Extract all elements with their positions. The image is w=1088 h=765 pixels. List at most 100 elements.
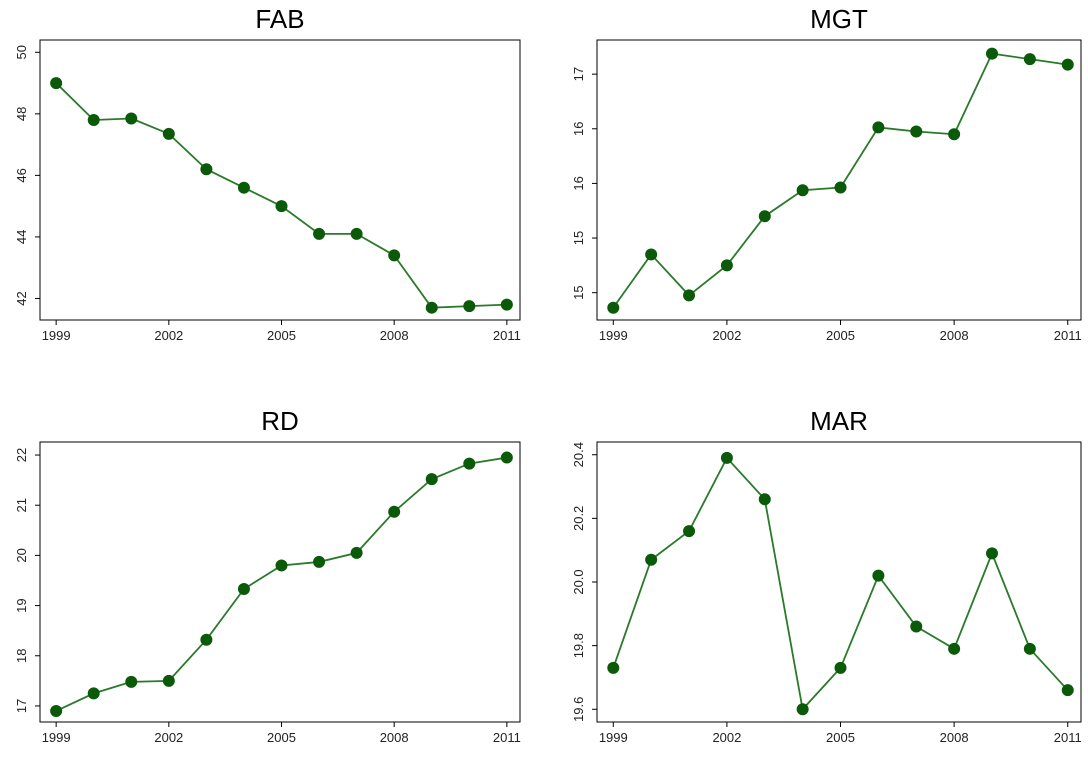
data-line bbox=[612, 52, 1068, 309]
data-point bbox=[834, 661, 847, 674]
data-point bbox=[425, 301, 438, 314]
data-point bbox=[796, 703, 809, 716]
data-point bbox=[313, 555, 326, 568]
data-point bbox=[910, 620, 923, 633]
data-point bbox=[463, 457, 476, 470]
data-point bbox=[1061, 684, 1074, 697]
data-point bbox=[388, 505, 401, 518]
x-tick-label: 2002 bbox=[154, 328, 183, 343]
y-tick-label: 16 bbox=[571, 176, 586, 190]
panel-title: FAB bbox=[255, 4, 304, 34]
data-point bbox=[986, 547, 999, 560]
data-point bbox=[350, 546, 363, 559]
y-tick-label: 15 bbox=[571, 231, 586, 245]
x-tick-label: 2011 bbox=[493, 730, 521, 745]
data-point bbox=[500, 451, 513, 464]
data-point bbox=[645, 553, 658, 566]
x-tick-label: 1999 bbox=[42, 328, 71, 343]
y-tick-label: 20.4 bbox=[571, 442, 586, 467]
x-tick-label: 1999 bbox=[599, 328, 628, 343]
data-point bbox=[948, 642, 961, 655]
data-point bbox=[388, 249, 401, 262]
data-point bbox=[275, 559, 288, 572]
data-point bbox=[872, 569, 885, 582]
x-tick-label: 2002 bbox=[154, 730, 183, 745]
y-tick-label: 42 bbox=[14, 291, 29, 305]
x-tick-label: 2008 bbox=[380, 328, 409, 343]
data-point bbox=[50, 704, 63, 717]
y-tick-label: 19 bbox=[14, 598, 29, 612]
x-tick-label: 2008 bbox=[940, 328, 969, 343]
data-point bbox=[237, 583, 250, 596]
data-point bbox=[125, 675, 138, 688]
y-tick-label: 48 bbox=[14, 107, 29, 121]
data-point bbox=[162, 674, 175, 687]
y-tick-label: 22 bbox=[14, 448, 29, 462]
y-tick-label: 19.8 bbox=[571, 633, 586, 658]
data-line bbox=[55, 456, 507, 712]
y-tick-label: 20.2 bbox=[571, 506, 586, 531]
y-tick-label: 15 bbox=[571, 285, 586, 299]
y-tick-label: 19.6 bbox=[571, 697, 586, 722]
x-tick-label: 2011 bbox=[1054, 730, 1082, 745]
data-point bbox=[1061, 58, 1074, 71]
data-point bbox=[910, 125, 923, 138]
data-point bbox=[872, 121, 885, 134]
data-point bbox=[50, 77, 63, 90]
y-tick-label: 50 bbox=[14, 45, 29, 59]
data-point bbox=[162, 127, 175, 140]
data-point bbox=[607, 301, 620, 314]
y-tick-label: 18 bbox=[14, 649, 29, 663]
x-tick-label: 2002 bbox=[712, 328, 741, 343]
data-point bbox=[463, 300, 476, 313]
data-point bbox=[200, 633, 213, 646]
y-tick-label: 16 bbox=[571, 122, 586, 136]
data-point bbox=[645, 248, 658, 261]
panel-title: RD bbox=[261, 406, 299, 436]
panel-title: MGT bbox=[810, 4, 868, 34]
data-point bbox=[720, 259, 733, 272]
data-point bbox=[1023, 642, 1036, 655]
x-tick-label: 2002 bbox=[712, 730, 741, 745]
data-point bbox=[500, 298, 513, 311]
x-tick-label: 2005 bbox=[267, 328, 296, 343]
data-point bbox=[948, 128, 961, 141]
plot-frame bbox=[596, 39, 1082, 321]
data-point bbox=[87, 687, 100, 700]
data-point bbox=[607, 661, 620, 674]
panel-title: MAR bbox=[810, 406, 868, 436]
data-point bbox=[758, 210, 771, 223]
data-point bbox=[1023, 53, 1036, 66]
data-point bbox=[125, 112, 138, 125]
data-point bbox=[986, 47, 999, 60]
data-point bbox=[425, 473, 438, 486]
data-point bbox=[87, 114, 100, 126]
data-point bbox=[350, 227, 363, 240]
y-tick-label: 17 bbox=[571, 67, 586, 81]
y-tick-label: 21 bbox=[14, 498, 29, 512]
data-point bbox=[313, 227, 326, 240]
x-tick-label: 1999 bbox=[599, 730, 628, 745]
data-line bbox=[55, 82, 507, 309]
data-point bbox=[720, 451, 733, 464]
plot-frame bbox=[39, 39, 521, 321]
data-point bbox=[237, 181, 250, 194]
y-tick-label: 46 bbox=[14, 168, 29, 182]
data-point bbox=[683, 525, 696, 538]
x-tick-label: 2005 bbox=[267, 730, 296, 745]
plot-frame bbox=[596, 441, 1082, 723]
data-point bbox=[758, 493, 771, 506]
data-point bbox=[834, 181, 847, 194]
x-tick-label: 2005 bbox=[826, 328, 855, 343]
data-point bbox=[683, 289, 696, 302]
x-tick-label: 2005 bbox=[826, 730, 855, 745]
x-tick-label: 2008 bbox=[380, 730, 409, 745]
x-tick-label: 2008 bbox=[940, 730, 969, 745]
x-tick-label: 2011 bbox=[1054, 328, 1082, 343]
data-point bbox=[200, 163, 213, 176]
plot-frame bbox=[39, 441, 521, 723]
y-tick-label: 44 bbox=[14, 230, 29, 244]
x-tick-label: 2011 bbox=[493, 328, 521, 343]
y-tick-label: 17 bbox=[14, 699, 29, 713]
